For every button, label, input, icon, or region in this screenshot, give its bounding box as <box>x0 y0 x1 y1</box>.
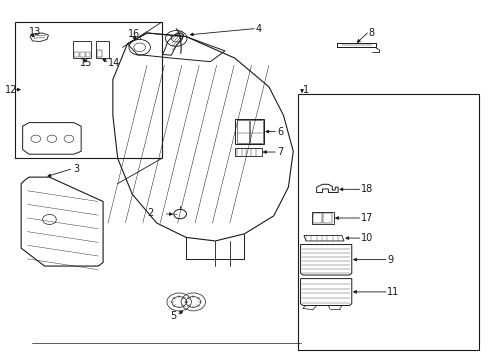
Text: 6: 6 <box>277 127 283 136</box>
Bar <box>73 41 91 58</box>
Bar <box>74 52 79 57</box>
Text: 15: 15 <box>80 58 92 68</box>
Text: 1: 1 <box>303 85 308 95</box>
Bar <box>234 148 261 156</box>
Text: 8: 8 <box>367 28 374 38</box>
Text: 11: 11 <box>386 287 399 297</box>
Text: 9: 9 <box>386 255 393 265</box>
Text: 7: 7 <box>277 147 283 157</box>
Text: 16: 16 <box>127 30 140 39</box>
Bar <box>96 41 109 58</box>
Text: 10: 10 <box>360 233 372 243</box>
Text: 17: 17 <box>360 213 372 223</box>
Text: 2: 2 <box>147 208 153 218</box>
Text: 12: 12 <box>5 85 18 95</box>
Bar <box>250 121 262 143</box>
Bar <box>323 213 331 223</box>
Bar <box>80 52 84 57</box>
Bar <box>234 119 264 144</box>
Bar <box>236 121 248 143</box>
Text: 14: 14 <box>108 58 120 68</box>
Bar <box>97 50 102 57</box>
Bar <box>311 212 333 224</box>
Text: 4: 4 <box>255 24 261 34</box>
Bar <box>15 22 161 158</box>
Bar <box>298 94 478 350</box>
Text: 13: 13 <box>29 27 41 37</box>
Text: 18: 18 <box>360 184 372 194</box>
Text: 5: 5 <box>170 311 176 320</box>
Bar <box>313 213 322 223</box>
Text: 3: 3 <box>73 164 79 174</box>
Bar <box>86 52 90 57</box>
